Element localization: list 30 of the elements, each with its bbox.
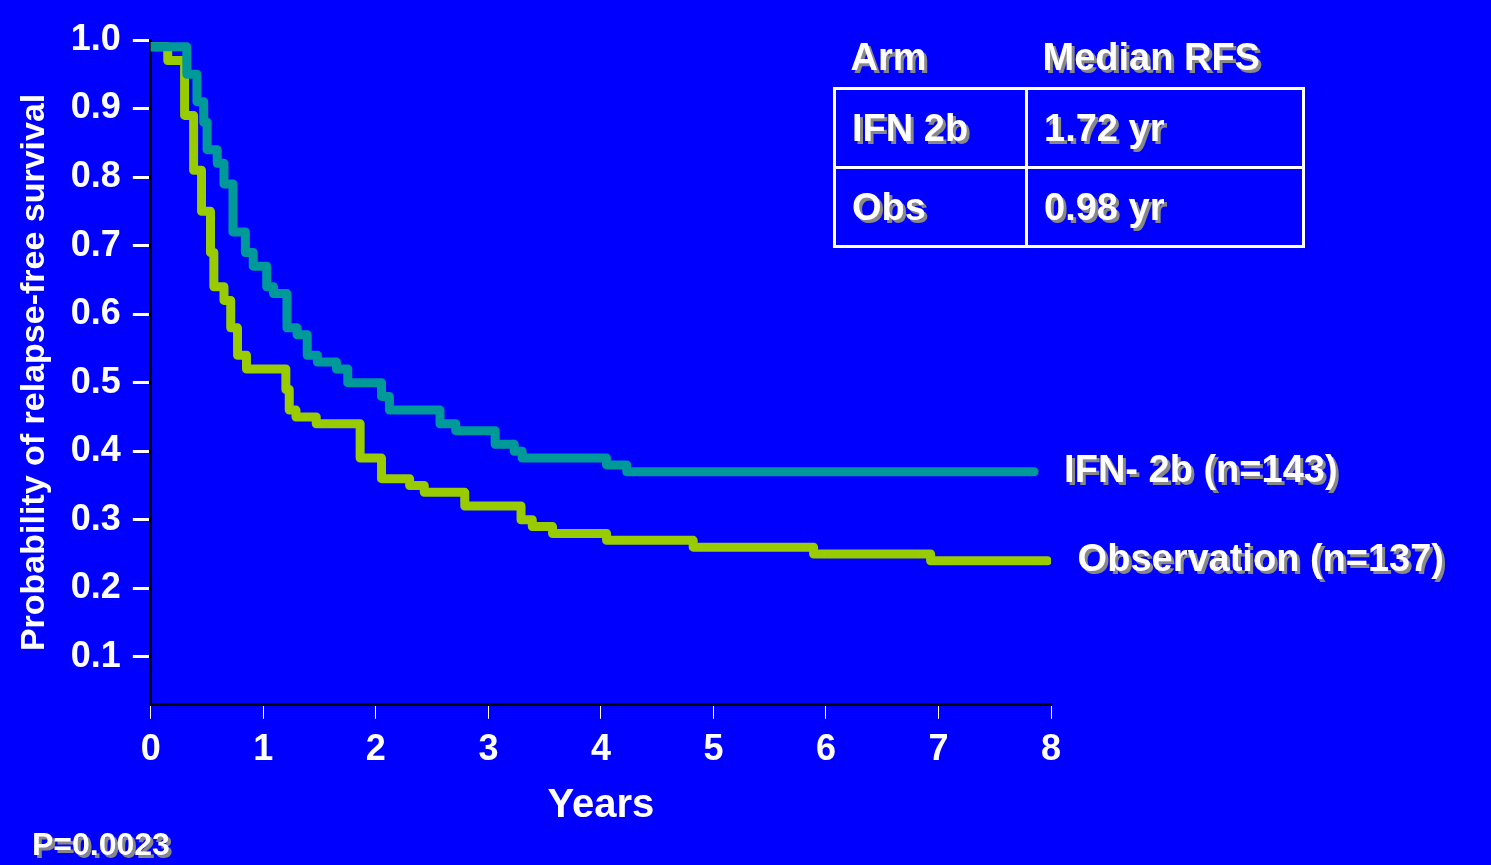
x-tick-label: 8: [1040, 727, 1062, 769]
x-tick-label: 1: [253, 727, 274, 769]
x-tick-label: 4: [590, 727, 611, 769]
y-tick-label: 0.8: [70, 153, 121, 195]
y-tick-label: 0.4: [70, 428, 121, 470]
annotation: 0.98 yr: [1026, 167, 1304, 247]
y-tick-label: 0.7: [70, 222, 121, 264]
y-tick-label: 0.5: [70, 359, 121, 401]
annotation: 1.72 yr: [1026, 88, 1304, 168]
y-tick-label: 0.6: [70, 291, 121, 333]
y-tick-label: 0.1: [70, 633, 121, 675]
series-label: Observation (n=137): [1077, 537, 1445, 580]
text: P=0.0023: [32, 826, 170, 863]
x-tick-label: 7: [928, 727, 949, 769]
x-tick-label: 6: [815, 727, 836, 769]
annotation: Arm: [849, 35, 928, 80]
x-tick-label: 3: [478, 727, 499, 769]
x-axis-title: Years: [547, 781, 655, 826]
series-label: IFN- 2b (n=143): [1064, 448, 1338, 491]
y-axis-title: Probability of relapse-free survival: [12, 93, 51, 652]
y-tick-label: 0.3: [70, 496, 121, 538]
annotation: Median RFS: [1041, 35, 1261, 80]
y-tick-label: 1.0: [70, 16, 121, 58]
x-tick-label: 5: [703, 727, 724, 769]
annotation: Obs: [834, 167, 1027, 247]
x-tick-label: 0: [140, 727, 161, 769]
annotation: IFN 2b: [834, 88, 1027, 168]
y-tick-label: 0.2: [70, 565, 121, 607]
y-tick-label: 0.9: [70, 85, 121, 127]
x-tick-label: 2: [365, 727, 386, 769]
